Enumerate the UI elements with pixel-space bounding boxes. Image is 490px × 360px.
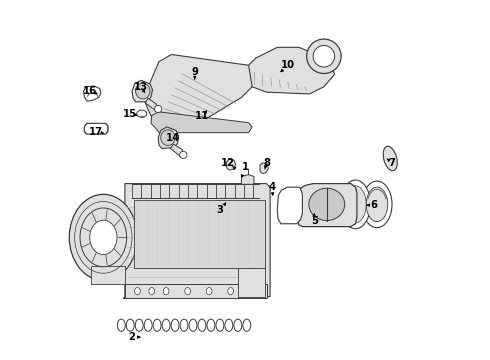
Text: 4: 4 [269,182,275,192]
Polygon shape [91,266,125,284]
Ellipse shape [309,188,344,221]
Polygon shape [296,184,357,226]
Ellipse shape [155,105,162,113]
Ellipse shape [161,130,175,145]
Ellipse shape [144,319,152,331]
Ellipse shape [225,319,233,331]
Polygon shape [145,54,256,130]
Ellipse shape [216,319,224,331]
Polygon shape [84,123,108,134]
Ellipse shape [249,288,255,295]
Polygon shape [84,86,101,101]
Text: 17: 17 [89,127,103,136]
Polygon shape [242,175,254,184]
Ellipse shape [313,45,335,67]
Polygon shape [248,47,335,94]
Ellipse shape [185,288,191,295]
Ellipse shape [207,319,215,331]
Text: 9: 9 [192,67,198,77]
Polygon shape [226,159,236,170]
Polygon shape [171,144,184,158]
Text: 10: 10 [281,60,295,70]
Ellipse shape [206,288,212,295]
Ellipse shape [135,319,143,331]
Ellipse shape [383,146,397,171]
Ellipse shape [153,319,161,331]
Polygon shape [158,127,179,148]
Text: 12: 12 [221,158,235,168]
Polygon shape [125,284,267,298]
Polygon shape [134,200,265,268]
Ellipse shape [137,110,147,117]
Polygon shape [277,187,302,224]
Text: 6: 6 [370,200,377,210]
Polygon shape [260,163,269,174]
Ellipse shape [80,208,126,267]
Ellipse shape [228,288,234,295]
Ellipse shape [90,220,117,255]
Text: 8: 8 [263,158,270,168]
Ellipse shape [171,319,179,331]
Ellipse shape [189,319,197,331]
Ellipse shape [117,319,125,331]
Text: 11: 11 [195,111,209,121]
Ellipse shape [69,194,137,280]
Ellipse shape [180,151,187,158]
Polygon shape [146,98,159,112]
Polygon shape [151,112,252,133]
Ellipse shape [307,39,341,73]
Ellipse shape [126,319,134,331]
Text: 1: 1 [242,162,248,172]
Polygon shape [341,180,370,229]
Ellipse shape [243,319,251,331]
Ellipse shape [136,83,150,99]
Polygon shape [132,80,152,102]
Polygon shape [345,186,366,223]
Polygon shape [123,184,270,298]
Text: 2: 2 [128,332,135,342]
Ellipse shape [366,187,388,222]
Polygon shape [238,268,265,297]
Text: 7: 7 [389,158,395,168]
Text: 15: 15 [123,109,137,119]
Text: 3: 3 [217,206,223,216]
Ellipse shape [135,288,140,295]
Ellipse shape [162,319,170,331]
Text: 14: 14 [166,133,180,143]
Text: 16: 16 [83,86,97,96]
Ellipse shape [163,288,169,295]
Ellipse shape [149,288,155,295]
Ellipse shape [180,319,188,331]
Ellipse shape [198,319,206,331]
Ellipse shape [362,181,392,228]
Text: 13: 13 [134,82,148,92]
Ellipse shape [234,319,242,331]
Text: 5: 5 [311,216,318,226]
